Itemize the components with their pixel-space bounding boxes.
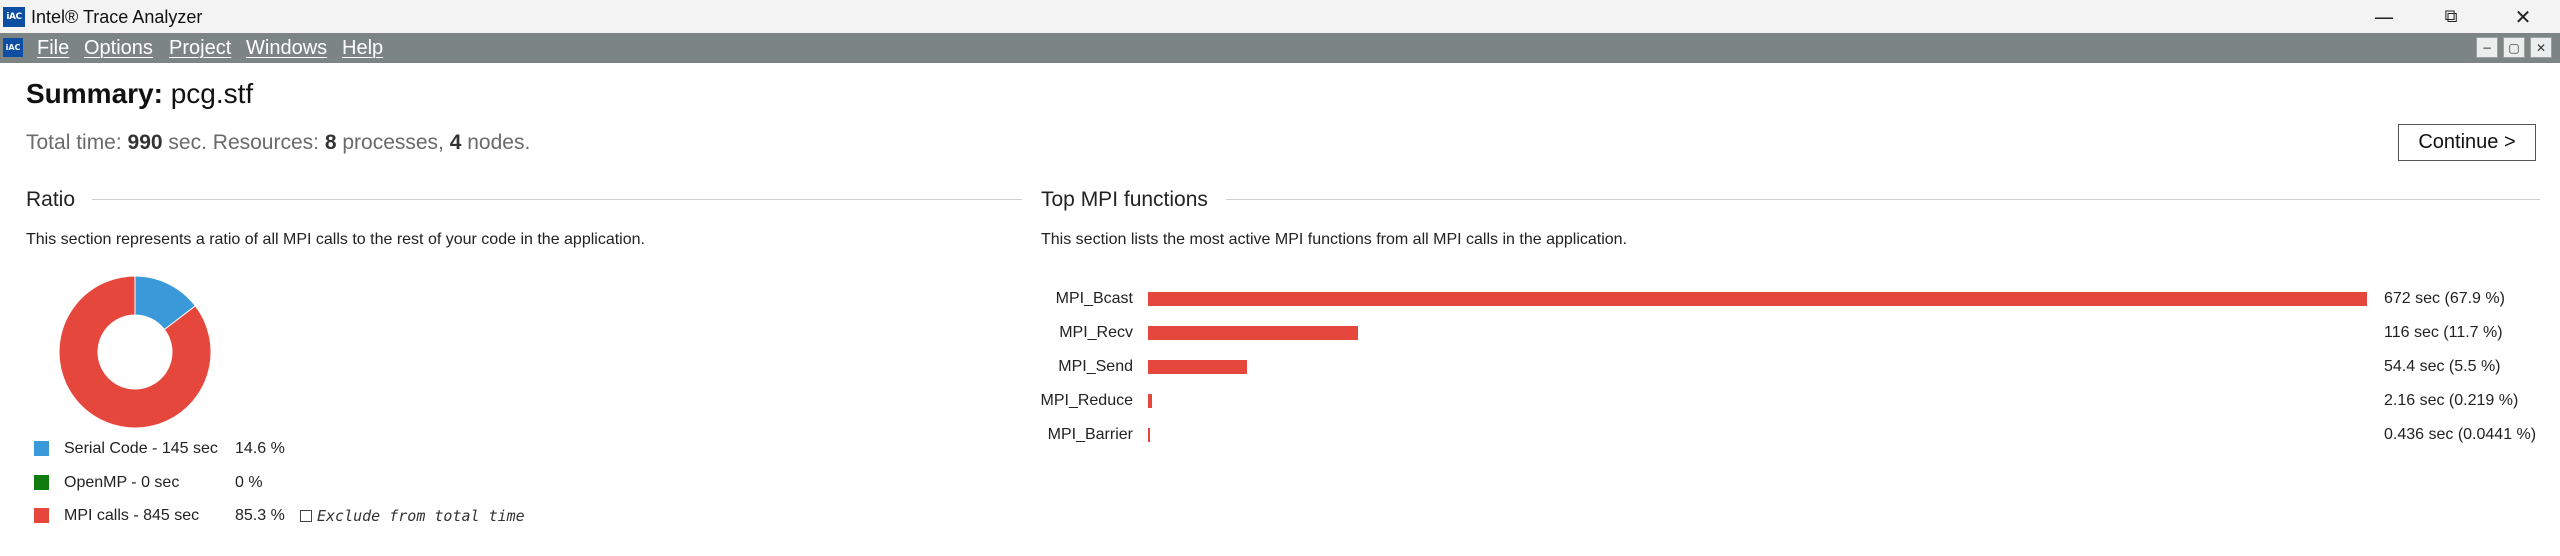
mpi-function-name-mpi-send: MPI_Send [1058,358,1133,375]
menu-file[interactable]: File [37,37,70,59]
mpi-bar-mpi-recv [1148,326,1359,340]
mpi-value-mpi-send: 54.4 sec (5.5 %) [2384,358,2501,375]
mpi-value-mpi-barrier: 0.436 sec (0.0441 %) [2384,426,2537,443]
exclude-label[interactable]: Exclude from total time [317,507,525,525]
legend-pct-serial: 14.6 % [235,440,285,457]
mpi-bar-mpi-send [1148,360,1247,374]
mpi-function-name-mpi-recv: MPI_Recv [1059,324,1133,341]
totals-nodes-text: nodes. [461,131,531,154]
mpi-bar-mpi-reduce [1148,394,1152,408]
menu-project[interactable]: Project [169,37,232,59]
legend-swatch-serial [34,441,49,456]
exclude-option[interactable]: Exclude from total time [300,507,525,525]
document-logo-icon: iAC [3,38,23,57]
totals-prefix: Total time: [26,131,128,154]
mpi-function-name-mpi-reduce: MPI_Reduce [1040,392,1134,409]
menu-bar: iAC File Options Project Windows Help − … [0,33,2560,63]
mpi-value-mpi-bcast: 672 sec (67.9 %) [2384,290,2505,307]
ratio-heading: Ratio [26,188,76,211]
minimize-button[interactable]: — [2374,4,2394,29]
top-mpi-description: This section lists the most active MPI f… [1041,231,1628,248]
mdi-minimize-button[interactable]: − [2476,37,2498,58]
mpi-bar-mpi-bcast [1148,292,2367,306]
ratio-description: This section represents a ratio of all M… [26,231,645,248]
nodes-value: 4 [449,131,462,154]
title-bar: iAC Intel® Trace Analyzer — ⧉ ✕ [0,0,2560,33]
donut-slice-2 [59,276,211,428]
legend-pct-mpi: 85.3 % [235,507,285,524]
legend-swatch-mpi [34,508,49,523]
legend-pct-openmp: 0 % [235,474,263,491]
mdi-restore-button[interactable]: ▢ [2503,37,2525,58]
window-title: Intel® Trace Analyzer [31,7,203,27]
summary-file: pcg.stf [170,78,254,109]
menu-options[interactable]: Options [84,37,153,59]
app-logo-icon: iAC [3,7,25,27]
menu-help[interactable]: Help [342,37,384,59]
legend-label-openmp: OpenMP - 0 sec [64,474,180,491]
close-button[interactable]: ✕ [2514,4,2532,29]
ratio-divider [92,199,1022,200]
mpi-value-mpi-reduce: 2.16 sec (0.219 %) [2384,392,2519,409]
mpi-bar-mpi-barrier [1148,428,1150,442]
legend-swatch-openmp [34,475,49,490]
menu-windows[interactable]: Windows [246,37,328,59]
mpi-value-mpi-recv: 116 sec (11.7 %) [2384,324,2503,341]
processes-value: 8 [324,131,337,154]
total-time-value: 990 [127,131,163,154]
page-title: Summary: pcg.stf [26,78,253,110]
top-mpi-heading: Top MPI functions [1041,188,1208,211]
exclude-checkbox[interactable] [300,510,312,522]
top-mpi-divider [1226,199,2540,200]
legend-label-mpi: MPI calls - 845 sec [64,507,200,524]
totals-processes-text: processes, [336,131,450,154]
summary-label: Summary: [26,78,163,109]
restore-button[interactable]: ⧉ [2444,6,2458,27]
ratio-donut-chart [59,276,211,428]
mdi-close-button[interactable]: ✕ [2530,37,2552,58]
mpi-function-name-mpi-barrier: MPI_Barrier [1047,426,1133,443]
legend-label-serial: Serial Code - 145 sec [64,440,218,457]
totals-line: Total time: 990 sec. Resources: 8 proces… [26,131,530,155]
continue-button[interactable]: Continue > [2398,124,2536,161]
mpi-function-name-mpi-bcast: MPI_Bcast [1055,290,1133,307]
totals-resources-text: sec. Resources: [162,131,325,154]
